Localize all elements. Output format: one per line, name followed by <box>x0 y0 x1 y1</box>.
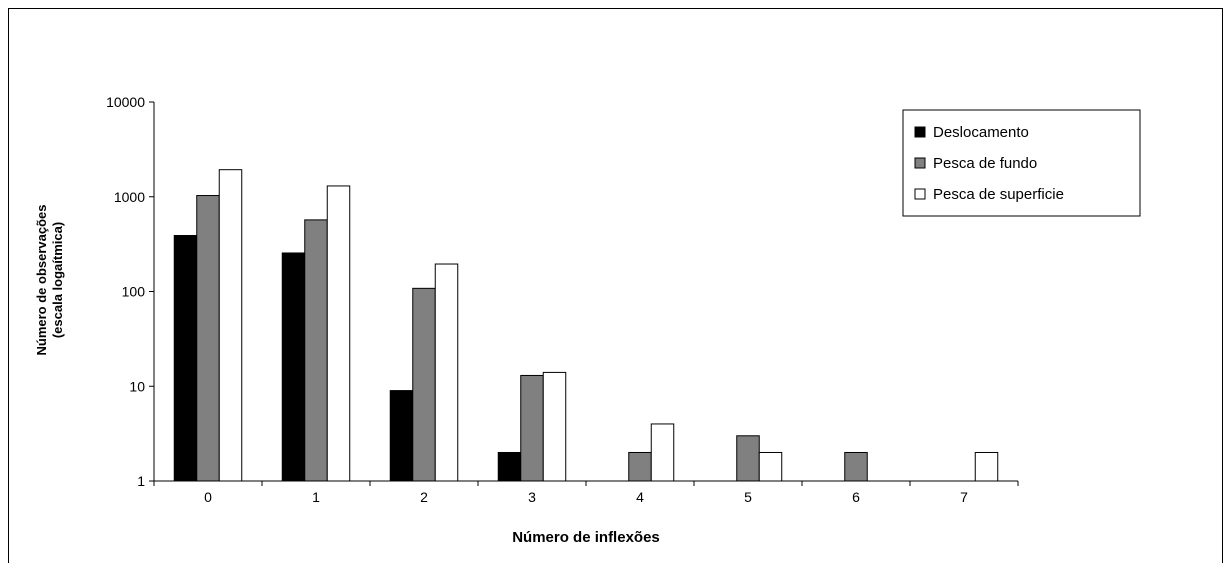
bar-pesca-de-superficie <box>974 451 999 482</box>
legend: Deslocamento Pesca de fundo Pesca de super… <box>902 109 1141 217</box>
y-axis-title-line1: Número de observações <box>34 204 49 355</box>
bar-deslocamento <box>281 252 306 482</box>
x-tick-label: 5 <box>744 489 752 505</box>
bar-pesca-de-superficie <box>758 451 783 482</box>
y-tick-label: 10 <box>129 378 145 394</box>
legend-label: Pesca de superficie <box>933 186 1064 203</box>
y-tick-label: 1000 <box>114 189 145 205</box>
x-tick-label: 0 <box>204 489 212 505</box>
chart-frame <box>8 8 1223 563</box>
bar-deslocamento <box>497 451 522 482</box>
bar-pesca-de-fundo <box>412 287 436 482</box>
bar-pesca-de-fundo <box>844 451 868 482</box>
x-tick-label: 7 <box>960 489 968 505</box>
bar-pesca-de-superficie <box>650 423 675 482</box>
legend-label: Deslocamento <box>933 124 1029 141</box>
x-tick-label: 1 <box>312 489 320 505</box>
y-tick-label: 1 <box>137 473 145 489</box>
bar-pesca-de-superficie <box>434 263 459 482</box>
bar-pesca-de-fundo <box>520 374 544 482</box>
x-axis-title: Número de inflexões <box>512 529 660 546</box>
bar-deslocamento <box>173 234 198 482</box>
x-tick-label: 4 <box>636 489 644 505</box>
x-tick-label: 3 <box>528 489 536 505</box>
x-tick-label: 2 <box>420 489 428 505</box>
bar-deslocamento <box>389 390 414 482</box>
bar-pesca-de-fundo <box>196 195 220 482</box>
legend-swatch <box>914 126 926 138</box>
y-axis: 1 10 100 1000 10000 <box>106 94 155 489</box>
x-axis: 0 1 2 3 4 5 6 7 <box>153 480 1019 505</box>
bar-pesca-de-fundo <box>628 451 652 482</box>
bar-pesca-de-fundo <box>736 435 760 482</box>
bar-pesca-de-superficie <box>542 371 567 482</box>
legend-swatch <box>914 188 926 200</box>
legend-box <box>902 109 1141 217</box>
y-axis-title-line2: (escala logaítmica) <box>50 222 65 338</box>
legend-swatch <box>914 157 926 169</box>
x-tick-label: 6 <box>852 489 860 505</box>
y-tick-label: 100 <box>122 284 146 300</box>
bar-pesca-de-fundo <box>304 219 328 482</box>
legend-label: Pesca de fundo <box>933 155 1037 172</box>
bar-pesca-de-superficie <box>326 185 351 482</box>
y-tick-label: 10000 <box>106 94 145 110</box>
bar-pesca-de-superficie <box>218 169 243 482</box>
bars <box>173 169 999 482</box>
